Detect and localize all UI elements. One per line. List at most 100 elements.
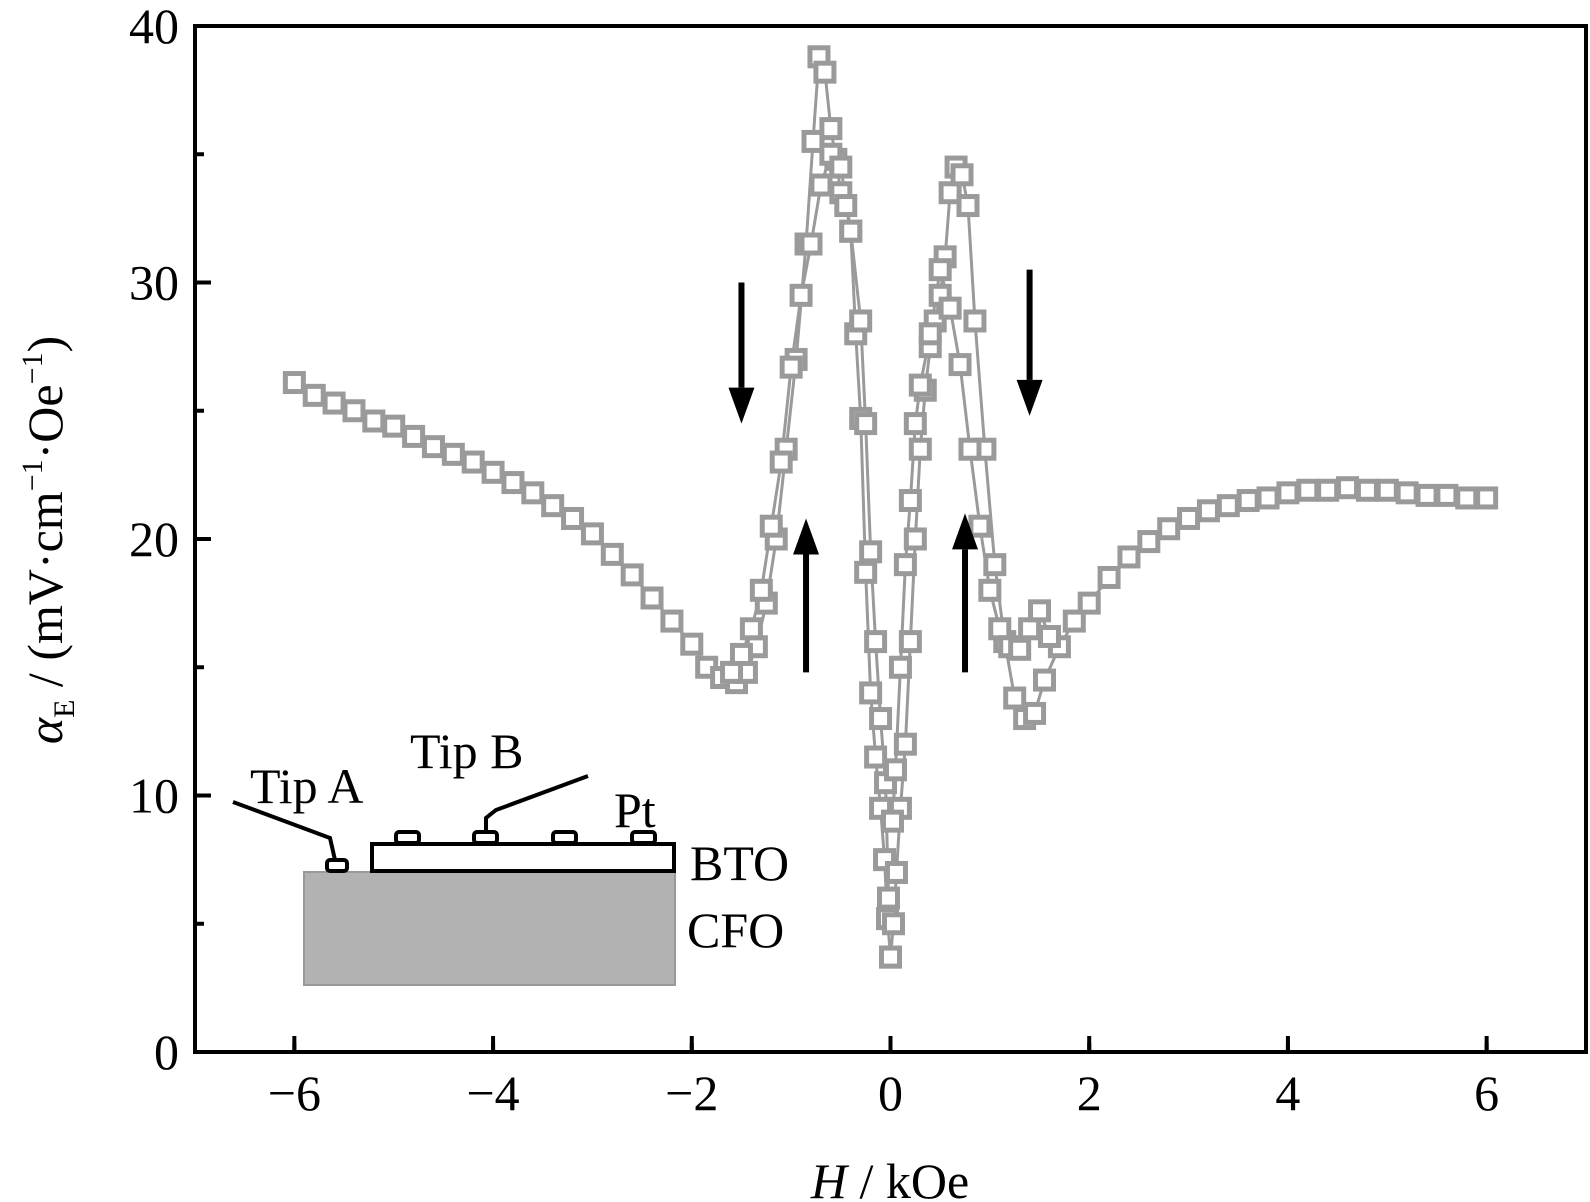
y-axis-title: αE / (mV·cm−1·Oe−1) xyxy=(16,336,81,744)
data-point xyxy=(813,60,837,84)
data-point xyxy=(829,155,853,179)
data-point xyxy=(481,460,505,484)
data-point xyxy=(1415,483,1439,507)
data-point xyxy=(898,630,922,654)
data-point xyxy=(864,630,888,654)
data-point xyxy=(1196,499,1220,523)
data-point xyxy=(938,296,962,320)
data-point xyxy=(880,809,904,833)
data-point xyxy=(779,355,803,379)
pt-electrode-3 xyxy=(551,830,578,845)
data-point xyxy=(859,681,883,705)
data-point xyxy=(1157,517,1181,541)
pt-label: Pt xyxy=(614,782,656,838)
data-point xyxy=(1097,565,1121,589)
data-point xyxy=(908,437,932,461)
data-point xyxy=(1137,530,1161,554)
data-point xyxy=(441,442,465,466)
bto-label: BTO xyxy=(690,835,789,891)
tip-a-contact xyxy=(325,858,349,873)
data-point xyxy=(769,450,793,474)
data-point xyxy=(988,617,1012,641)
data-point xyxy=(918,322,942,346)
data-point xyxy=(799,232,823,256)
data-point xyxy=(1216,494,1240,518)
data-point xyxy=(903,412,927,436)
data-point xyxy=(956,194,980,218)
data-point xyxy=(1395,481,1419,505)
series-line xyxy=(889,163,1487,958)
data-point xyxy=(819,117,843,141)
data-point xyxy=(1435,483,1459,507)
data-point xyxy=(1236,489,1260,513)
data-point xyxy=(382,414,406,438)
y-tick-label: 40 xyxy=(129,0,179,54)
data-point xyxy=(342,399,366,423)
data-point xyxy=(877,886,901,910)
arrow-head xyxy=(728,387,755,424)
data-point xyxy=(1256,486,1280,510)
data-point xyxy=(1276,481,1300,505)
tip-a-label: Tip A xyxy=(250,758,364,814)
data-point xyxy=(938,181,962,205)
series-line xyxy=(293,56,892,958)
data-point xyxy=(620,563,644,587)
tip-b-label: Tip B xyxy=(410,723,524,779)
data-point xyxy=(888,655,912,679)
data-point xyxy=(854,560,878,584)
data-point xyxy=(362,409,386,433)
tip-a-wire xyxy=(232,800,337,861)
data-point xyxy=(1028,599,1052,623)
data-point xyxy=(402,424,426,448)
y-tick-label: 30 xyxy=(129,255,179,311)
data-point xyxy=(948,353,972,377)
data-point xyxy=(809,173,833,197)
data-point xyxy=(660,609,684,633)
data-point xyxy=(322,391,346,415)
data-point xyxy=(461,450,485,474)
cfo-substrate xyxy=(303,871,676,986)
data-point xyxy=(903,527,927,551)
data-point xyxy=(881,912,905,936)
data-point xyxy=(908,373,932,397)
x-tick-label: 0 xyxy=(878,1065,903,1121)
y-tick-label: 10 xyxy=(129,768,179,824)
data-point xyxy=(1023,701,1047,725)
data-point xyxy=(680,632,704,656)
data-point xyxy=(1037,624,1061,648)
data-point xyxy=(521,481,545,505)
data-point xyxy=(640,586,664,610)
data-point xyxy=(950,163,974,187)
device-inset: Tip A Tip B Pt BTO CFO xyxy=(232,723,789,986)
data-point xyxy=(883,758,907,782)
data-point xyxy=(801,129,825,153)
cfo-label: CFO xyxy=(687,902,784,958)
x-tick-label: −2 xyxy=(665,1065,718,1121)
data-point xyxy=(879,945,902,969)
y-tick-label: 0 xyxy=(154,1024,179,1080)
x-tick-label: −4 xyxy=(466,1065,519,1121)
data-point xyxy=(958,437,982,461)
data-point xyxy=(1117,545,1141,569)
axes: −6 −4 −2 0 2 4 6 0 10 20 30 40 xyxy=(129,0,1499,1121)
data-point xyxy=(501,471,525,495)
data-point xyxy=(739,617,763,641)
data-point xyxy=(729,642,753,666)
bto-layer xyxy=(370,842,676,873)
data-point xyxy=(884,860,908,884)
data-point xyxy=(893,732,917,756)
data-point xyxy=(1355,478,1379,502)
x-axis-title: H / kOe xyxy=(810,1153,969,1202)
data-point xyxy=(302,383,326,407)
x-tick-label: −6 xyxy=(268,1065,321,1121)
pt-electrode-1 xyxy=(394,830,421,845)
data-point xyxy=(561,506,585,530)
data-point xyxy=(893,553,917,577)
data-point xyxy=(789,283,813,307)
pt-electrode-4 xyxy=(630,830,657,845)
data-point xyxy=(600,542,624,566)
data-point xyxy=(859,540,883,564)
field-sweep-arrows xyxy=(728,269,1043,673)
data-point xyxy=(839,219,863,243)
